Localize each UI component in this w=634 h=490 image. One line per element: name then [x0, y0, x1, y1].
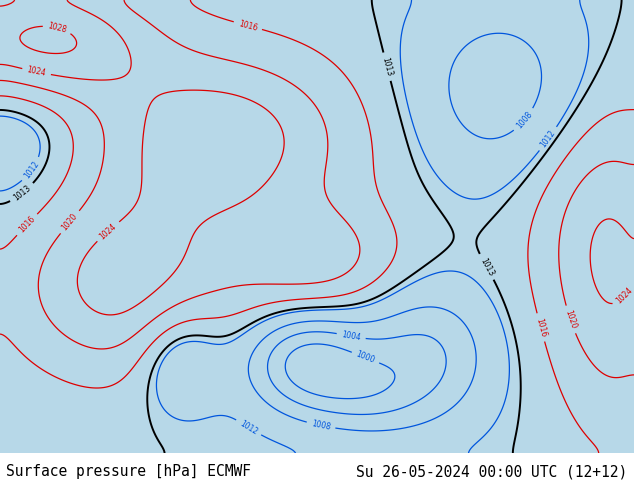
Text: 1028: 1028	[47, 21, 68, 35]
Text: 1013: 1013	[12, 183, 32, 202]
Text: 1016: 1016	[237, 19, 258, 32]
Text: 1012: 1012	[539, 128, 557, 149]
Text: 1024: 1024	[26, 65, 47, 78]
Text: Surface pressure [hPa] ECMWF: Surface pressure [hPa] ECMWF	[6, 464, 251, 479]
Text: 1024: 1024	[98, 221, 119, 241]
Text: 1008: 1008	[311, 419, 332, 432]
Text: 1004: 1004	[341, 330, 361, 343]
Text: 1008: 1008	[515, 110, 534, 130]
Text: 1012: 1012	[23, 159, 41, 180]
Text: 1000: 1000	[355, 350, 376, 366]
Text: 1016: 1016	[17, 215, 37, 235]
Text: 1020: 1020	[60, 212, 79, 232]
Text: 1012: 1012	[238, 418, 259, 436]
Text: 1013: 1013	[478, 256, 495, 277]
Text: Su 26-05-2024 00:00 UTC (12+12): Su 26-05-2024 00:00 UTC (12+12)	[356, 464, 628, 479]
Text: 1024: 1024	[614, 286, 634, 306]
Text: 1016: 1016	[534, 317, 548, 338]
Text: 1020: 1020	[563, 309, 578, 330]
Text: 1013: 1013	[380, 56, 394, 77]
